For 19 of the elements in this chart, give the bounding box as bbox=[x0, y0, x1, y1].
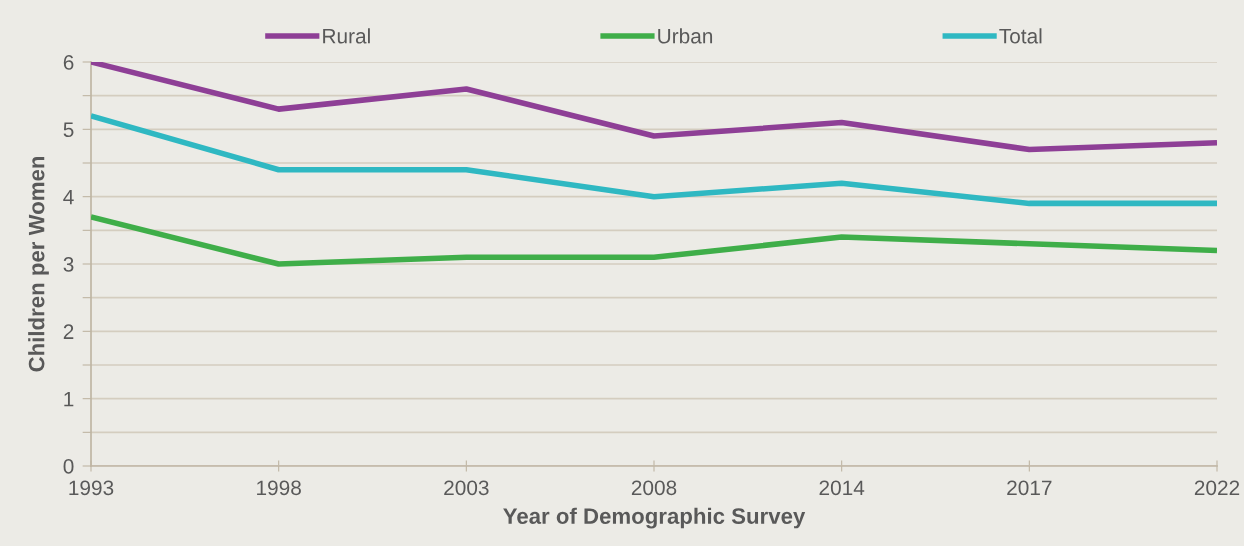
y-tick-label: 3 bbox=[63, 257, 74, 272]
y-tick-label: 6 bbox=[63, 55, 74, 70]
x-tick-label: 2022 bbox=[1194, 480, 1240, 496]
x-tick-label: 1998 bbox=[257, 480, 301, 496]
x-tick-label: 2014 bbox=[819, 480, 865, 496]
x-tick-label: 2008 bbox=[631, 480, 677, 496]
y-tick-label: 0 bbox=[63, 459, 74, 474]
x-tick-label: 1993 bbox=[69, 480, 114, 496]
x-tick-label: 2003 bbox=[444, 480, 489, 496]
y-tick-label: 4 bbox=[63, 189, 74, 205]
x-axis-title: Year of Demographic Survey bbox=[503, 507, 806, 529]
y-tick-label: 2 bbox=[63, 324, 74, 339]
y-axis-title: Children per Women bbox=[28, 156, 49, 372]
legend-label: Rural bbox=[323, 28, 370, 44]
legend-label: Total bbox=[999, 28, 1042, 44]
y-tick-label: 5 bbox=[63, 122, 74, 138]
legend-label: Urban bbox=[658, 28, 713, 44]
x-tick-label: 2017 bbox=[1007, 480, 1052, 496]
y-tick-label: 1 bbox=[64, 391, 74, 407]
